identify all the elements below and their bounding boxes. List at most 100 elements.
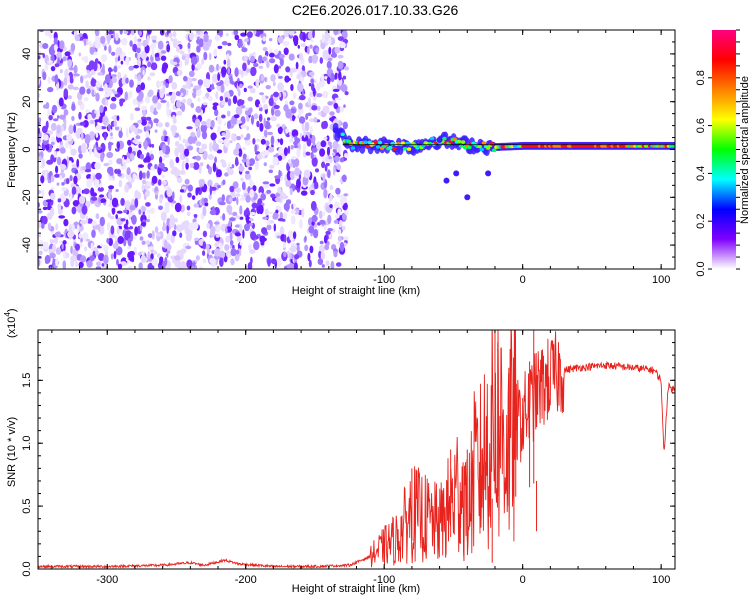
heatmap-noise-cell [129,255,134,262]
heatmap-noise-cell [226,110,231,117]
heatmap-noise-cell [246,133,251,140]
heatmap-noise-cell [213,248,221,257]
heatmap-noise-cell [329,193,333,202]
heatmap-signal-cell [479,147,484,152]
colorbar-tick-label: 0.2 [695,214,707,229]
heatmap-noise-cell [141,105,148,111]
heatmap-noise-cell [313,78,318,84]
heatmap-noise-cell [119,30,123,35]
heatmap-noise-cell [127,238,132,246]
heatmap-noise-cell [273,104,280,110]
heatmap-noise-cell [322,49,329,60]
heatmap-noise-cell [100,152,104,163]
heatmap-noise-cell [219,95,224,102]
heatmap-noise-cell [147,250,150,261]
snr-exponent-power: 4 [3,312,12,317]
heatmap-noise-cell [233,30,239,36]
heatmap-noise-cell [140,221,147,227]
heatmap-noise-cell [274,109,281,117]
heatmap-signal-cell [348,142,354,146]
heatmap-noise-cell [127,139,132,146]
heatmap-stray-cell [464,194,471,201]
heatmap-noise-cell [174,218,178,223]
heatmap-noise-cell [307,31,313,40]
heatmap-noise-cell [343,236,349,241]
heatmap-noise-cell [60,141,64,146]
heatmap-noise-cell [118,130,123,139]
heatmap-noise-cell [289,187,293,196]
heatmap-noise-cell [302,32,306,43]
heatmap-signal-cell [485,146,491,150]
heatmap-noise-cell [216,82,223,86]
heatmap-noise-cell [87,113,92,121]
heatmap-signal-cell [402,147,408,151]
heatmap-noise-cell [90,78,97,87]
heatmap-noise-cell [288,30,295,36]
heatmap-noise-cell [42,134,49,141]
heatmap-noise-cell [170,169,177,175]
heatmap-noise-cell [192,221,199,230]
heatmap-noise-cell [273,154,279,158]
heatmap-noise-cell [137,100,141,108]
heatmap-noise-cell [125,127,129,138]
heatmap-noise-cell [312,30,315,39]
svg-text:(x104): (x104) [3,308,18,338]
heatmap-noise-cell [120,37,128,46]
heatmap-noise-cell [341,225,346,231]
heatmap-noise-cell [149,207,155,215]
heatmap-noise-cell [228,197,233,203]
heatmap-noise-cell [107,142,114,146]
heatmap-noise-cell [251,202,258,209]
heatmap-noise-cell [185,232,192,242]
heatmap-noise-cell [139,170,143,181]
heatmap-noise-cell [47,76,51,84]
heatmap-noise-cell [209,185,212,196]
heatmap-noise-cell [206,164,210,170]
heatmap-noise-cell [131,214,137,225]
heatmap-stray-cell [443,177,450,184]
heatmap-noise-cell [54,236,58,245]
heatmap-noise-cell [177,143,185,153]
heatmap-noise-cell [67,84,74,90]
heatmap-noise-cell [189,162,194,169]
heatmap-noise-cell [55,165,59,174]
heatmap-noise-cell [239,205,243,215]
heatmap-noise-cell [146,209,151,214]
heatmap-noise-cell [203,33,209,43]
heatmap-noise-cell [310,78,315,84]
heatmap-noise-cell [193,88,197,95]
heatmap-noise-cell [220,83,225,94]
heatmap-noise-cell [187,82,192,90]
heatmap-noise-cell [63,77,68,86]
heatmap-noise-cell [230,258,235,266]
heatmap-noise-cell [224,172,229,177]
heatmap-noise-cell [337,60,344,70]
snr-exponent-close: ) [6,308,18,312]
heatmap-noise-cell [319,219,326,225]
heatmap-signal-cell [467,145,472,150]
heatmap-noise-cell [67,74,70,84]
heatmap-noise-cell [66,133,73,142]
heatmap-noise-cell [78,52,82,57]
heatmap-noise-cell [245,214,249,224]
heatmap-noise-cell [152,110,158,115]
heatmap-noise-cell [69,77,74,84]
heatmap-noise-cell [274,175,281,179]
heatmap-noise-cell [213,48,218,57]
heatmap-noise-cell [66,155,70,166]
heatmap-noise-cell [179,189,185,193]
heatmap-noise-cell [56,182,60,186]
heatmap-noise-cell [310,125,313,135]
heatmap-noise-cell [89,46,95,55]
heatmap-noise-cell [318,111,322,116]
heatmap-noise-cell [275,209,279,214]
heatmap-noise-cell [115,32,119,41]
heatmap-noise-cell [242,229,245,239]
heatmap-noise-cell [249,189,255,199]
heatmap-noise-cell [83,97,89,102]
heatmap-y-axis: -40 -20 0 20 40 [21,29,675,270]
heatmap-noise-cell [142,69,145,76]
heatmap-noise-cell [209,209,217,216]
heatmap-noise-cell [38,55,41,60]
heatmap-noise-cell [269,164,275,169]
